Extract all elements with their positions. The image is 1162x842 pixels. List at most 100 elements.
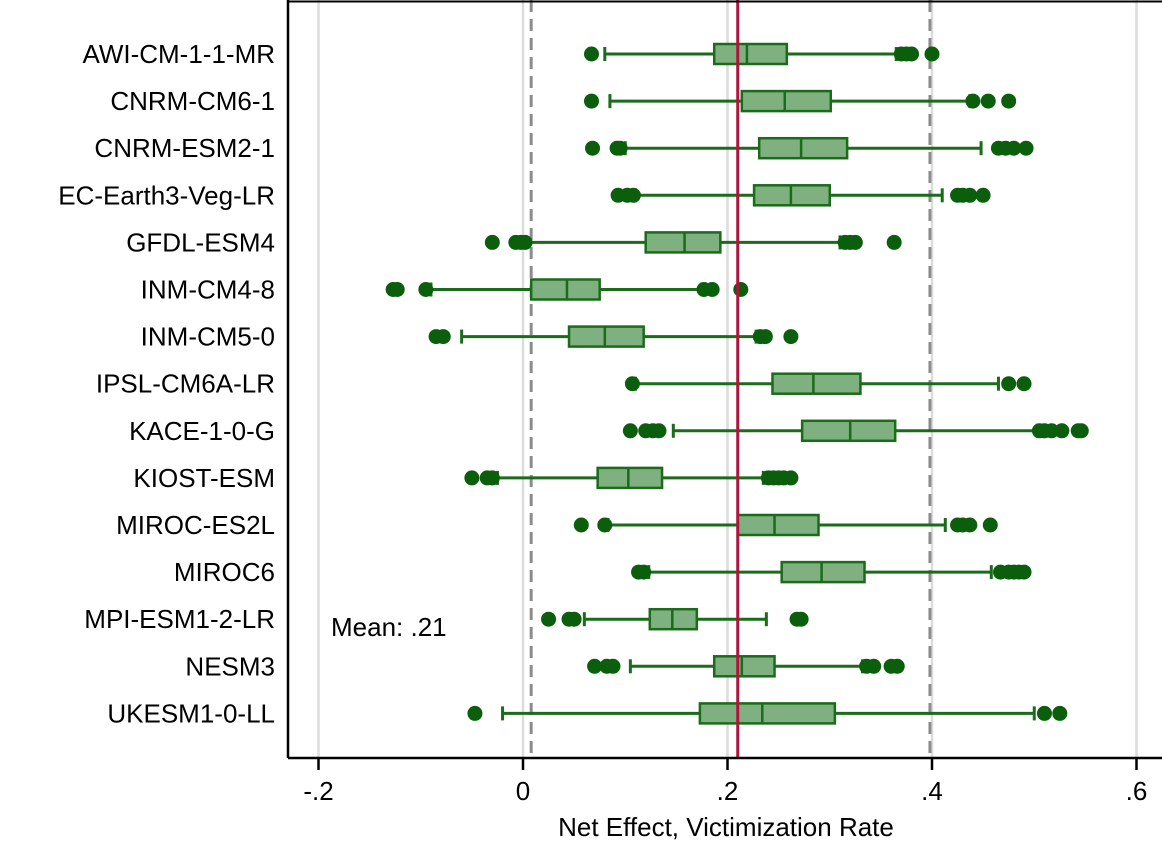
- box-row-4: [484, 231, 902, 254]
- box-row-13: [587, 655, 905, 678]
- outlier-point: [625, 187, 641, 203]
- iqr-box: [757, 136, 849, 160]
- x-tick-label-4: .6: [1126, 776, 1148, 806]
- iqr-box: [698, 702, 837, 725]
- category-label-3: EC-Earth3-Veg-LR: [58, 180, 275, 210]
- outlier-point: [624, 376, 640, 392]
- box-row-10: [573, 513, 998, 537]
- outlier-point: [587, 658, 603, 674]
- outlier-point: [866, 658, 882, 674]
- outlier-point: [924, 46, 940, 62]
- iqr-box: [596, 466, 664, 490]
- box-row-1: [584, 89, 1017, 113]
- outlier-point: [793, 611, 809, 627]
- outlier-point: [1016, 564, 1032, 580]
- category-label-9: KIOST-ESM: [133, 463, 275, 493]
- outlier-point: [622, 423, 638, 439]
- iqr-box: [712, 42, 789, 66]
- mean-annotation: Mean: .21: [331, 612, 447, 642]
- box-row-2: [585, 136, 1034, 160]
- box-row-12: [541, 607, 809, 631]
- outlier-point: [612, 140, 628, 156]
- boxes: [385, 42, 1089, 725]
- category-label-0: AWI-CM-1-1-MR: [82, 39, 275, 69]
- outlier-point: [484, 470, 500, 486]
- category-label-6: INM-CM5-0: [141, 322, 275, 352]
- outlier-point: [1054, 423, 1070, 439]
- box-row-7: [624, 372, 1032, 395]
- axes: [286, 0, 1162, 770]
- outlier-point: [467, 705, 483, 721]
- category-label-4: GFDL-ESM4: [126, 227, 275, 257]
- outlier-point: [889, 658, 905, 674]
- outlier-point: [464, 470, 480, 486]
- category-label-14: UKESM1-0-LL: [107, 698, 275, 728]
- outlier-point: [418, 282, 434, 297]
- outlier-point: [962, 517, 978, 533]
- category-label-7: IPSL-CM6A-LR: [96, 369, 275, 399]
- iqr-box: [567, 325, 645, 348]
- iqr-box: [780, 560, 866, 584]
- outlier-point: [980, 93, 996, 109]
- iqr-box: [740, 89, 833, 113]
- outlier-point: [962, 187, 978, 203]
- iqr-box: [529, 278, 601, 301]
- outlier-point: [1001, 376, 1017, 392]
- outlier-point: [783, 329, 799, 345]
- outlier-point: [1006, 140, 1022, 156]
- box-row-0: [584, 42, 940, 66]
- category-label-8: KACE-1-0-G: [129, 416, 275, 446]
- outlier-point: [584, 46, 600, 62]
- category-label-11: MIROC6: [174, 557, 275, 587]
- outlier-point: [389, 282, 405, 297]
- outlier-point: [517, 234, 533, 250]
- outlier-point: [1073, 423, 1089, 439]
- outlier-point: [585, 140, 601, 156]
- box-row-5: [385, 278, 749, 301]
- outlier-point: [1036, 705, 1052, 721]
- category-label-5: INM-CM4-8: [141, 275, 275, 305]
- outlier-point: [636, 564, 652, 580]
- x-tick-label-2: .2: [717, 776, 739, 806]
- outlier-point: [1052, 705, 1068, 721]
- outlier-point: [484, 234, 500, 250]
- x-tick-label-1: 0: [516, 776, 530, 806]
- outlier-point: [965, 93, 981, 109]
- category-label-13: NESM3: [185, 651, 275, 681]
- outlier-point: [733, 282, 749, 297]
- outlier-point: [584, 93, 600, 109]
- outlier-point: [975, 187, 991, 203]
- x-tick-label-3: .4: [921, 776, 943, 806]
- outlier-point: [541, 611, 557, 627]
- x-tick-labels: -.2 0 .2 .4 .6: [303, 776, 1147, 806]
- box-row-6: [428, 325, 799, 348]
- outlier-point: [435, 329, 451, 345]
- category-label-1: CNRM-CM6-1: [110, 86, 275, 116]
- category-labels: AWI-CM-1-1-MR CNRM-CM6-1 CNRM-ESM2-1 EC-Ear…: [58, 39, 275, 728]
- box-row-3: [610, 184, 991, 207]
- iqr-box: [644, 231, 722, 254]
- box-row-9: [464, 466, 799, 490]
- x-axis-label: Net Effect, Victimization Rate: [558, 812, 894, 842]
- outlier-point: [573, 517, 589, 533]
- iqr-box: [736, 513, 820, 537]
- outlier-point: [1018, 140, 1034, 156]
- iqr-box: [771, 372, 862, 395]
- outlier-point: [1016, 376, 1032, 392]
- outlier-point: [651, 423, 667, 439]
- grid-lines: [317, 0, 1138, 758]
- outlier-point: [704, 282, 720, 297]
- category-label-2: CNRM-ESM2-1: [94, 133, 275, 163]
- iqr-box: [712, 655, 776, 678]
- outlier-point: [783, 470, 799, 486]
- outlier-point: [886, 234, 902, 250]
- category-label-10: MIROC-ES2L: [116, 510, 275, 540]
- outlier-point: [597, 517, 613, 533]
- box-row-8: [622, 419, 1089, 443]
- iqr-box: [800, 419, 897, 443]
- x-tick-label-0: -.2: [303, 776, 333, 806]
- outlier-point: [982, 517, 998, 533]
- reference-lines: [529, 0, 932, 758]
- outlier-point: [847, 234, 863, 250]
